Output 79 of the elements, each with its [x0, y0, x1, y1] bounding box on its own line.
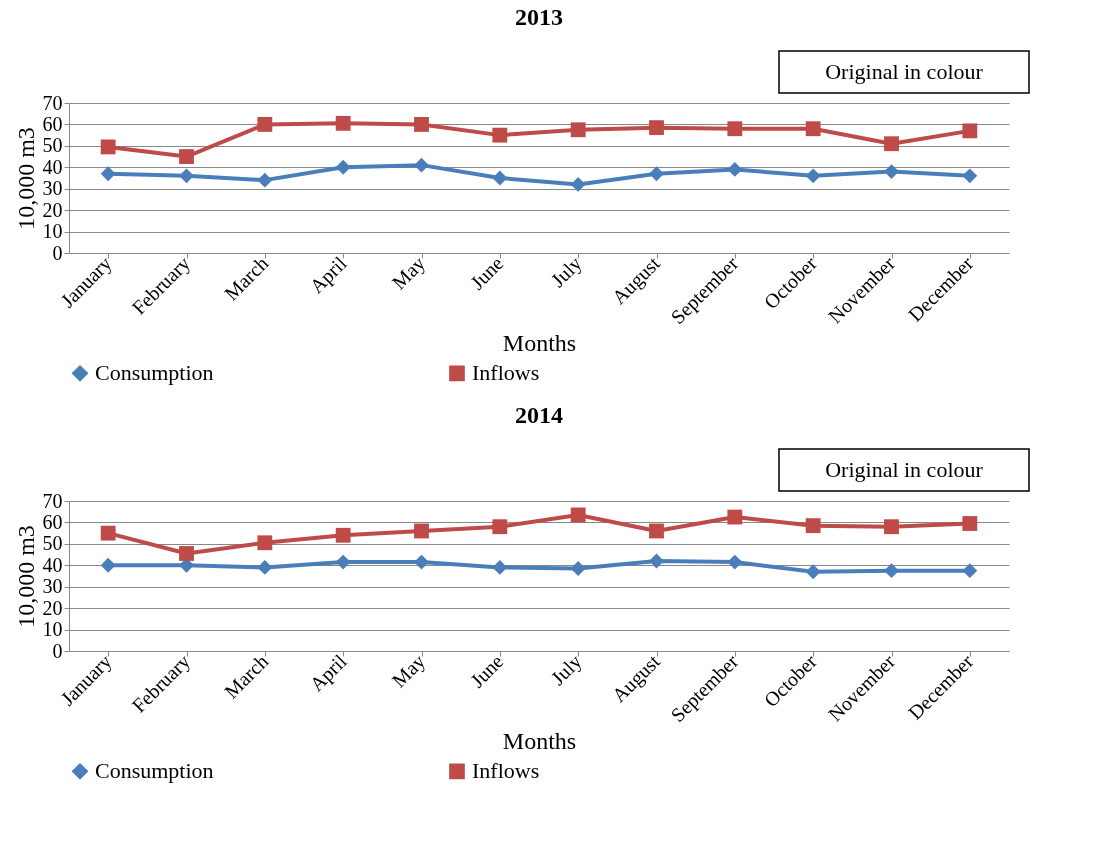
y-tick-label: 60: [42, 510, 63, 533]
x-tick-label: July: [546, 252, 587, 292]
point: [335, 115, 351, 131]
point: [414, 157, 429, 173]
y-tick-label: 40: [42, 155, 63, 178]
point: [179, 149, 194, 164]
point: [257, 535, 273, 551]
point: [335, 527, 351, 543]
y-tick-label: 30: [42, 575, 63, 598]
y-tick-label: 30: [42, 177, 63, 200]
point: [570, 122, 586, 138]
point: [100, 139, 116, 155]
point: [805, 121, 821, 137]
point: [884, 164, 899, 179]
point: [884, 563, 899, 579]
chart-title: 2014: [515, 402, 563, 429]
legend-label: Consumption: [95, 360, 214, 386]
y-axis-title: 10,000 m3: [12, 525, 39, 628]
point: [179, 168, 194, 184]
x-tick-label: May: [387, 252, 430, 295]
point: [492, 127, 508, 143]
x-tick-label: July: [546, 650, 587, 690]
point: [805, 168, 821, 184]
point: [727, 121, 743, 137]
y-tick-label: 0: [52, 639, 63, 662]
point: [492, 519, 508, 535]
legend-label: Inflows: [472, 758, 540, 784]
point: [257, 560, 273, 575]
point: [414, 523, 429, 539]
legend-label: Consumption: [95, 758, 214, 784]
y-tick-label: 20: [42, 198, 63, 221]
x-axis-title: Months: [502, 728, 577, 755]
point: [727, 554, 743, 570]
y-tick-label: 10: [42, 618, 63, 641]
text: Original in colour: [825, 457, 984, 482]
y-tick-label: 60: [42, 112, 63, 135]
point: [570, 561, 586, 576]
text: Original in colour: [825, 59, 984, 84]
point: [727, 509, 743, 525]
point: [962, 563, 978, 579]
point: [570, 507, 586, 523]
point: [649, 523, 664, 539]
point: [100, 525, 116, 541]
point: [100, 557, 116, 573]
chart-title: 2013: [515, 4, 563, 31]
y-tick-label: 50: [42, 532, 63, 555]
y-tick-label: 10: [42, 220, 63, 243]
x-tick-label: June: [465, 649, 508, 692]
point: [492, 560, 508, 575]
point: [649, 166, 664, 182]
y-tick-label: 50: [42, 134, 63, 157]
point: [962, 168, 978, 184]
y-tick-label: 20: [42, 596, 63, 619]
point: [805, 518, 821, 534]
point: [962, 123, 978, 139]
point: [570, 177, 586, 192]
legend-label: Inflows: [472, 360, 540, 386]
point: [100, 166, 116, 182]
point: [414, 117, 429, 132]
point: [257, 117, 273, 132]
point: [962, 516, 978, 531]
point: [805, 564, 821, 580]
y-axis-title: 10,000 m3: [12, 127, 39, 230]
point: [884, 519, 899, 535]
y-tick-label: 70: [42, 91, 63, 114]
point: [727, 162, 743, 177]
point: [649, 120, 664, 136]
point: [335, 554, 351, 570]
point: [179, 546, 194, 561]
x-tick-label: May: [387, 650, 430, 693]
point: [884, 136, 899, 152]
x-tick-label: June: [465, 251, 508, 294]
point: [257, 172, 273, 188]
point: [492, 170, 508, 186]
y-tick-label: 0: [52, 241, 63, 264]
x-axis-title: Months: [502, 330, 577, 357]
point: [335, 159, 351, 175]
y-tick-label: 40: [42, 553, 63, 576]
y-tick-label: 70: [42, 489, 63, 512]
